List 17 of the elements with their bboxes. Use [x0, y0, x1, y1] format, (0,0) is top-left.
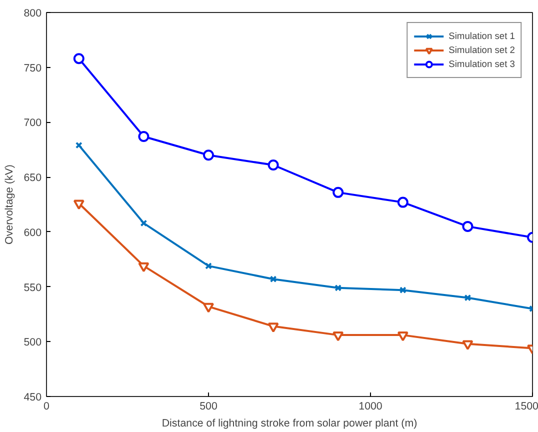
y-tick-label: 650 [24, 172, 42, 184]
x-tick-label: 0 [44, 400, 50, 412]
x-tick-label: 500 [200, 400, 218, 412]
legend-label: Simulation set 2 [448, 44, 515, 57]
legend-label: Simulation set 1 [448, 30, 515, 43]
x-axis-title: Distance of lightning stroke from solar power plant (m) [162, 418, 418, 430]
y-tick-label: 700 [24, 117, 42, 130]
y-tick-label: 600 [24, 226, 42, 239]
y-tick-label: 550 [24, 282, 42, 294]
y-tick-label: 450 [24, 392, 42, 404]
x-tick-label: 1000 [358, 400, 382, 412]
x-tick-label: 1500 [514, 400, 538, 412]
y-tick-label: 800 [24, 8, 42, 20]
y-tick-label: 500 [24, 336, 42, 349]
y-tick-label: 750 [24, 62, 42, 74]
y-axis-title: Overvoltage (kV) [4, 164, 16, 244]
legend-label: Simulation set 3 [448, 58, 515, 71]
